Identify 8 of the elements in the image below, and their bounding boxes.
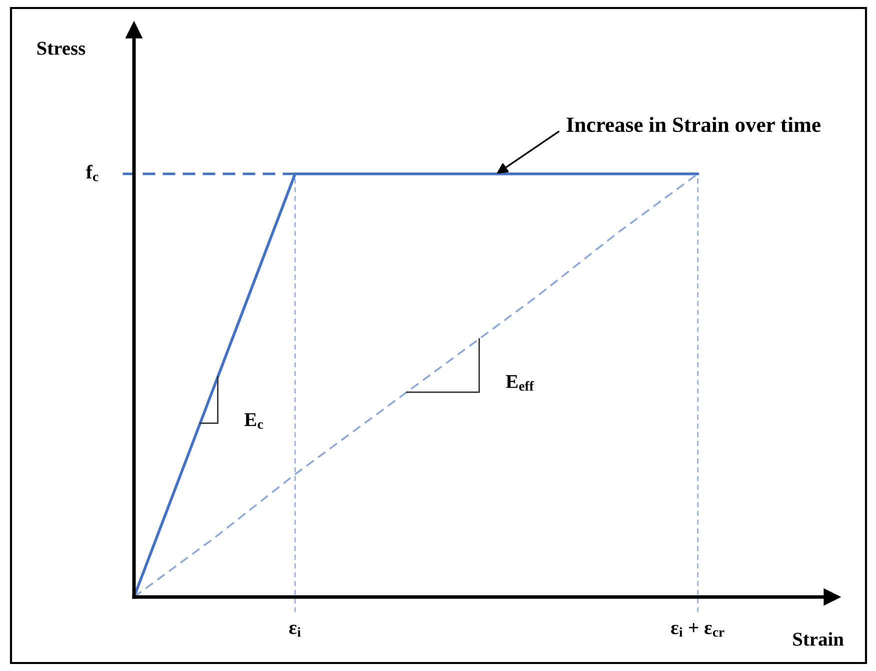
text: E$_{eff}$ xyxy=(506,375,534,391)
text: Stress xyxy=(37,42,86,55)
x-tick-label: ε$_{i}$ + ε$_{cr}$ xyxy=(671,623,724,637)
annotation: Increase in Strain over time xyxy=(566,116,820,132)
ref-line-label: f$_{c}$ xyxy=(86,164,98,182)
x-tick-label: ε$_{i}$ xyxy=(289,624,301,637)
x-axis-title: Strain xyxy=(793,632,844,646)
series-label: E$_{c}$ xyxy=(244,413,263,429)
